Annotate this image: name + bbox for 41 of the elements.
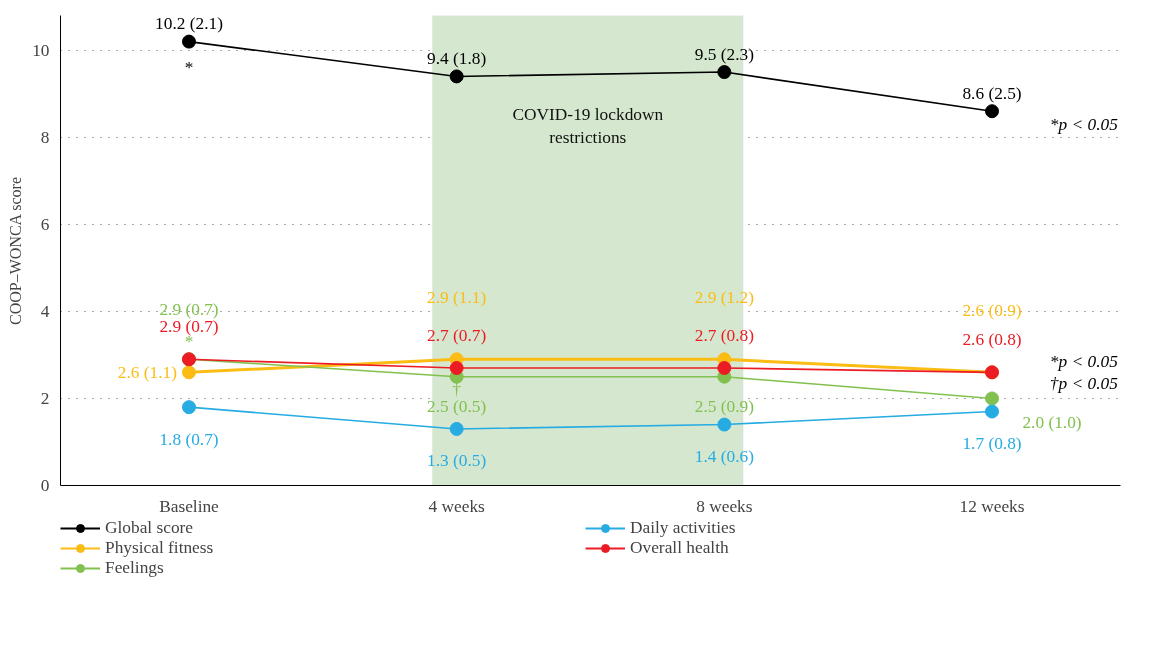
data-label: 2.5 (0.9) (694, 397, 755, 417)
x-tick-label: 12 weeks (959, 496, 1025, 516)
data-label: 2.7 (0.8) (694, 325, 755, 345)
annotation: * (184, 58, 194, 78)
legend-label: Global score (105, 518, 195, 538)
annotation: †p < 0.05 (1049, 373, 1119, 393)
annotation: *p < 0.05 (1049, 351, 1119, 371)
data-label: 2.7 (0.7) (427, 325, 487, 345)
y-tick-label: 0 (40, 476, 50, 495)
y-tick-label: 2 (40, 388, 50, 408)
data-label: 2.6 (1.1) (117, 362, 178, 382)
legend-label: Overall health (630, 538, 730, 558)
data-label: 2.5 (0.5) (427, 397, 487, 417)
data-label: 2.9 (0.7) (159, 299, 219, 319)
y-axis-title: COOP–WONCA score (7, 176, 25, 325)
legend-label: Daily activities (630, 518, 737, 538)
y-tick-label: 6 (40, 214, 50, 234)
data-label: 2.6 (0.9) (962, 300, 1022, 320)
data-label: 2.9 (1.2) (694, 287, 755, 307)
data-label: 9.5 (2.3) (694, 44, 755, 64)
legend-label: Feelings (105, 558, 165, 578)
x-tick-label: 8 weeks (696, 496, 753, 516)
data-label: 1.8 (0.7) (159, 429, 219, 449)
data-label: 2.0 (1.0) (1022, 412, 1082, 432)
data-label: 8.6 (2.5) (962, 83, 1022, 103)
band-label: COVID-19 lockdown restrictions (512, 105, 664, 148)
annotation: *p < 0.05 (1049, 114, 1119, 134)
data-label: 1.7 (0.8) (962, 434, 1022, 454)
data-label: 2.6 (0.8) (962, 329, 1022, 349)
legend-label: Physical fitness (105, 538, 215, 558)
y-tick-label: 10 (32, 40, 50, 60)
x-tick-label: 4 weeks (428, 496, 486, 516)
y-tick-label: 4 (40, 301, 50, 321)
annotation: † (452, 380, 462, 400)
y-tick-label: 8 (40, 127, 50, 147)
data-label: 1.3 (0.5) (427, 451, 487, 471)
x-tick-label: Baseline (159, 496, 220, 516)
data-label: 1.4 (0.6) (694, 447, 755, 467)
data-label: 2.9 (1.1) (427, 287, 487, 307)
data-label: 10.2 (2.1) (155, 14, 224, 34)
data-label: 9.4 (1.8) (427, 48, 487, 68)
